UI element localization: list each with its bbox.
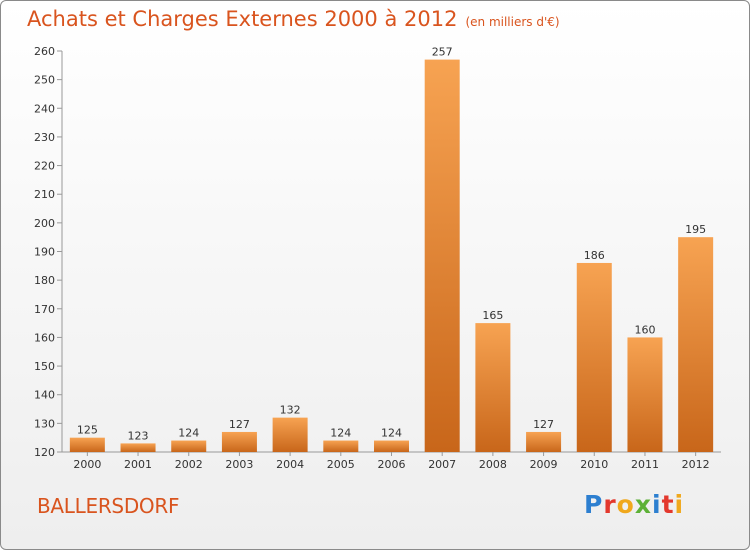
x-tick-label-2008: 2008: [479, 458, 507, 471]
x-tick-label-2011: 2011: [631, 458, 659, 471]
bars: 125 123 124 127 132 124 124 257 165 127 186 160 195: [69, 46, 714, 452]
x-tick-label-2012: 2012: [682, 458, 710, 471]
x-tick-label-2002: 2002: [175, 458, 203, 471]
bar-chart: 120 130 140 150 160 170 180 190 200 210 220 230 240 2…: [34, 45, 721, 471]
y-tick-label: 180: [34, 274, 55, 287]
commune-name: BALLERSDORF: [37, 494, 180, 518]
x-tick-label-2010: 2010: [580, 458, 608, 471]
y-tick-label: 120: [34, 446, 55, 459]
bar-2012: [678, 237, 714, 452]
bar-2001: [120, 443, 156, 452]
bar-2000: [69, 437, 105, 452]
value-label-2008: 165: [482, 309, 503, 322]
value-label-2012: 195: [685, 223, 706, 236]
value-label-2007: 257: [432, 46, 453, 59]
bar-2004: [272, 417, 308, 452]
chart-title: Achats et Charges Externes 2000 à 2012: [27, 7, 458, 31]
x-tick-label-2006: 2006: [378, 458, 406, 471]
y-tick-label: 130: [34, 417, 55, 430]
value-label-2011: 160: [634, 323, 655, 336]
bar-2009: [526, 431, 562, 452]
value-label-2010: 186: [584, 249, 605, 262]
proxiti-logo[interactable]: Proxiti: [584, 490, 685, 519]
y-ticks: 120 130 140 150 160 170 180 190 200 210 220 230 240 2…: [34, 45, 62, 459]
value-label-2006: 124: [381, 427, 402, 440]
bar-2006: [374, 440, 409, 452]
x-tick-label-2001: 2001: [124, 458, 152, 471]
bar-2011: [627, 337, 663, 452]
value-label-2001: 123: [128, 429, 149, 442]
value-label-2003: 127: [229, 418, 250, 431]
x-tick-label-2007: 2007: [428, 458, 456, 471]
bar-2007: [424, 59, 460, 452]
y-tick-label: 170: [34, 303, 55, 316]
y-tick-label: 260: [34, 45, 55, 58]
x-tick-label-2000: 2000: [73, 458, 101, 471]
bar-2003: [221, 431, 257, 452]
y-tick-label: 230: [34, 131, 55, 144]
bar-2005: [323, 440, 359, 452]
y-tick-label: 210: [34, 188, 55, 201]
y-tick-label: 140: [34, 389, 55, 402]
bar-2010: [576, 262, 612, 452]
value-label-2004: 132: [280, 404, 301, 417]
y-tick-label: 160: [34, 331, 55, 344]
y-tick-label: 220: [34, 160, 55, 173]
value-label-2005: 124: [330, 427, 351, 440]
chart-title-block: Achats et Charges Externes 2000 à 2012 (e…: [27, 7, 560, 31]
x-tick-label-2003: 2003: [225, 458, 253, 471]
x-tick-label-2009: 2009: [530, 458, 558, 471]
y-tick-label: 250: [34, 74, 55, 87]
chart-unit: (en milliers d'€): [465, 15, 560, 29]
value-label-2002: 124: [178, 427, 199, 440]
y-tick-label: 150: [34, 360, 55, 373]
y-tick-label: 200: [34, 217, 55, 230]
value-label-2009: 127: [533, 418, 554, 431]
bar-2002: [171, 440, 207, 452]
value-label-2000: 125: [77, 424, 98, 437]
x-tick-label-2005: 2005: [327, 458, 355, 471]
bar-2008: [475, 323, 511, 452]
x-ticks: 2000 2001 2002 2003 2004 2005 2006 2007 2008 2009…: [73, 452, 710, 471]
y-tick-label: 190: [34, 246, 55, 259]
y-tick-label: 240: [34, 102, 55, 115]
x-tick-label-2004: 2004: [276, 458, 304, 471]
